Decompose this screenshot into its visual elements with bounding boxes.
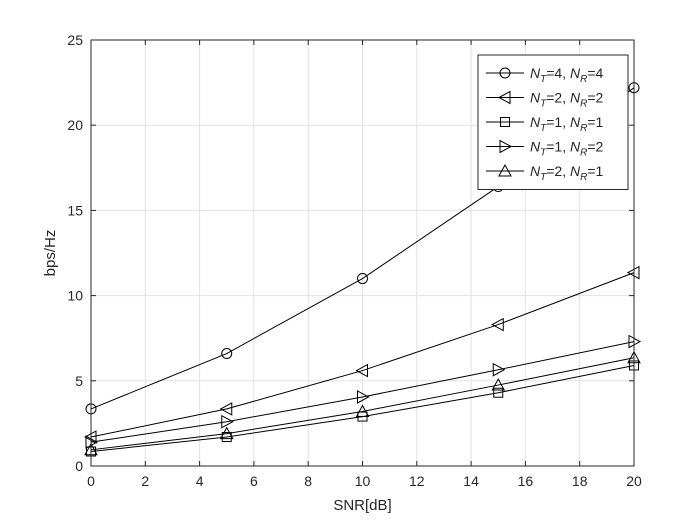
legend-item-4: NT=2, NR=1 [486,163,604,183]
data-point-2-1 [221,432,232,443]
data-point-4-1 [219,426,234,440]
x-tick-label: 6 [250,473,258,489]
legend-label-3: NT=1, NR=2 [530,139,604,159]
x-tick-label: 8 [304,473,312,489]
y-tick-label: 5 [75,373,83,389]
data-point-1-3 [491,317,504,332]
legend-item-0: NT=4, NR=4 [486,65,604,85]
data-point-0-2 [357,273,368,285]
y-tick-label: 25 [67,32,83,48]
x-tick-label: 2 [141,473,149,489]
data-point-3-3 [492,362,506,377]
legend-item-3: NT=1, NR=2 [486,139,604,159]
x-tick-label: 12 [409,473,425,489]
legend-label-0: NT=4, NR=4 [530,65,604,85]
legend-marker-0 [499,67,511,79]
y-tick-label: 15 [67,202,83,218]
data-point-1-1 [219,402,233,416]
data-point-3-1 [221,414,234,429]
series-line-1 [90,272,635,438]
x-tick-label: 20 [626,473,642,489]
x-tick-label: 18 [572,473,588,489]
series-line-3 [90,341,635,443]
legend: NT=4, NR=4 NT=2, NR=2 NT=1, NR=1 NT=1, NR=2… [477,54,629,190]
y-tick-label: 0 [75,458,83,474]
legend-label-2: NT=1, NR=1 [530,114,604,134]
y-tick-label: 20 [67,117,83,133]
data-point-0-1 [221,348,233,360]
legend-label-1: NT=2, NR=2 [530,90,604,110]
legend-marker-4 [498,163,512,177]
legend-item-2: NT=1, NR=1 [486,114,604,134]
legend-marker-2 [500,117,510,127]
x-tick-label: 0 [87,473,95,489]
x-tick-label: 16 [518,473,534,489]
x-tick-label: 10 [355,473,371,489]
legend-item-1: NT=2, NR=2 [486,90,604,110]
data-point-1-2 [355,363,368,378]
data-point-3-2 [357,390,370,404]
y-axis-label: bps/Hz [42,230,59,277]
data-point-4-3 [491,378,506,391]
data-point-2-3 [493,387,504,398]
x-tick-label: 4 [196,473,204,489]
legend-label-4: NT=2, NR=1 [530,163,604,183]
x-axis-label: SNR[dB] [333,497,391,514]
legend-marker-1 [497,90,511,105]
ticks: 0 2 4 6 8 10 12 14 16 18 20 0 5 10 15 20 25 [67,32,642,489]
y-tick-label: 10 [67,288,83,304]
series-line-4 [90,357,635,451]
data-point-4-2 [355,404,370,417]
x-tick-label: 14 [463,473,479,489]
legend-marker-3 [499,139,513,154]
